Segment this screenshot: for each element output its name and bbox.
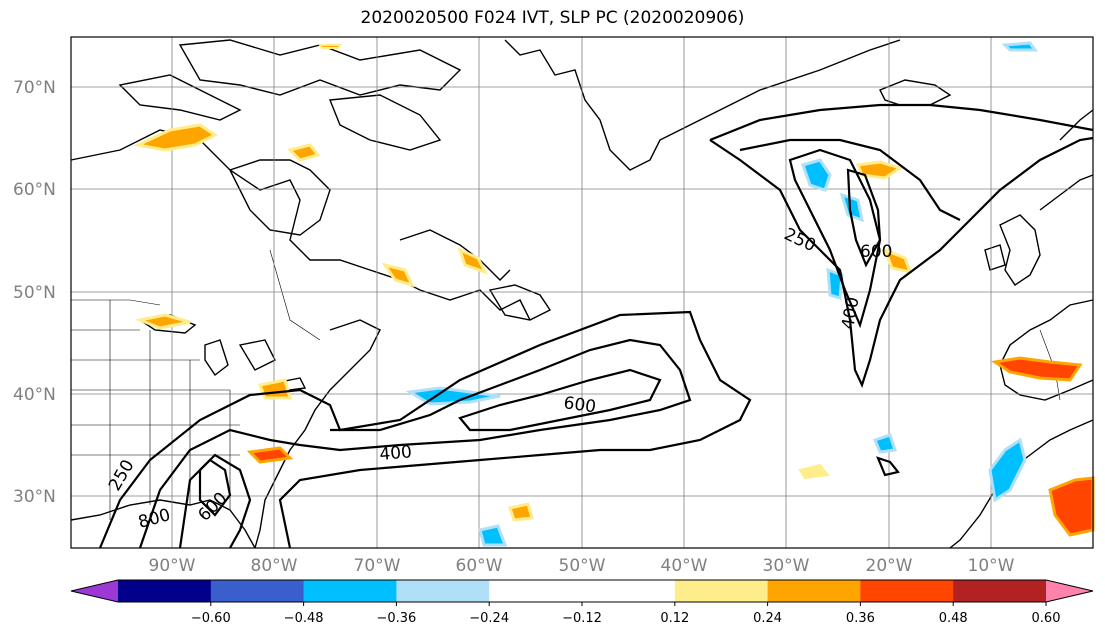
colorbar-segment	[118, 580, 212, 602]
colorbar: −0.60 −0.48 −0.36 −0.24 −0.12 0.12 0.24 0.36 0.4…	[70, 579, 1094, 626]
lat-label: 70°N	[13, 78, 56, 98]
colorbar-segment	[767, 580, 861, 602]
colorbar-segment	[582, 580, 676, 602]
lon-label: 20°W	[866, 556, 913, 576]
colorbar-tick-label: −0.60	[191, 611, 231, 626]
ivt-shading	[133, 41, 1095, 547]
colorbar-segment	[953, 580, 1047, 602]
lat-label: 40°N	[13, 385, 56, 405]
colorbar-segment	[489, 580, 583, 602]
colorbar-tick-label: 0.12	[660, 611, 689, 626]
colorbar-tick-label: −0.36	[376, 611, 416, 626]
contour-label-400-atlantic: 400	[379, 442, 413, 465]
lon-label: 50°W	[559, 556, 606, 576]
colorbar-extend-high	[1046, 580, 1093, 602]
longitude-labels: 90°W 80°W 70°W 60°W 50°W 40°W 30°W 20°W …	[149, 556, 1015, 576]
colorbar-segment	[210, 580, 305, 602]
contour-label-600-east: 600	[860, 242, 892, 262]
colorbar-tick-label: 0.60	[1032, 611, 1061, 626]
colorbar-segment	[303, 580, 397, 602]
ivt-contours	[98, 103, 1094, 549]
colorbar-tick-label: −0.48	[284, 611, 324, 626]
colorbar-segment	[396, 580, 490, 602]
colorbar-tick-label: 0.36	[846, 611, 875, 626]
colorbar-tick-label: −0.12	[562, 611, 602, 626]
contour-label-600-atlantic: 600	[562, 393, 597, 417]
colorbar-segment	[674, 580, 769, 602]
colorbar-segment	[860, 580, 954, 602]
lon-label: 10°W	[968, 556, 1015, 576]
lon-label: 90°W	[149, 556, 196, 576]
gridlines	[71, 37, 1093, 548]
colorbar-tick-label: 0.24	[753, 611, 782, 626]
map-title: 2020020500 F024 IVT, SLP PC (2020020906)	[360, 8, 745, 28]
map-panel: 250 600 600 400 250 800 600 400	[70, 36, 1095, 549]
lon-label: 30°W	[763, 556, 810, 576]
lat-label: 30°N	[13, 487, 56, 507]
borders	[71, 249, 1061, 520]
colorbar-tick-label: −0.24	[469, 611, 509, 626]
lon-label: 70°W	[354, 556, 401, 576]
lat-label: 50°N	[13, 283, 56, 303]
colorbar-extend-low	[71, 580, 118, 602]
map-frame	[70, 36, 1094, 549]
lon-label: 60°W	[456, 556, 503, 576]
lon-label: 80°W	[251, 556, 298, 576]
colorbar-tick-label: 0.48	[939, 611, 968, 626]
lat-label: 60°N	[13, 180, 56, 200]
latitude-labels: 70°N 60°N 50°N 40°N 30°N	[13, 78, 56, 507]
lon-label: 40°W	[661, 556, 708, 576]
colorbar-outline	[70, 579, 1094, 603]
